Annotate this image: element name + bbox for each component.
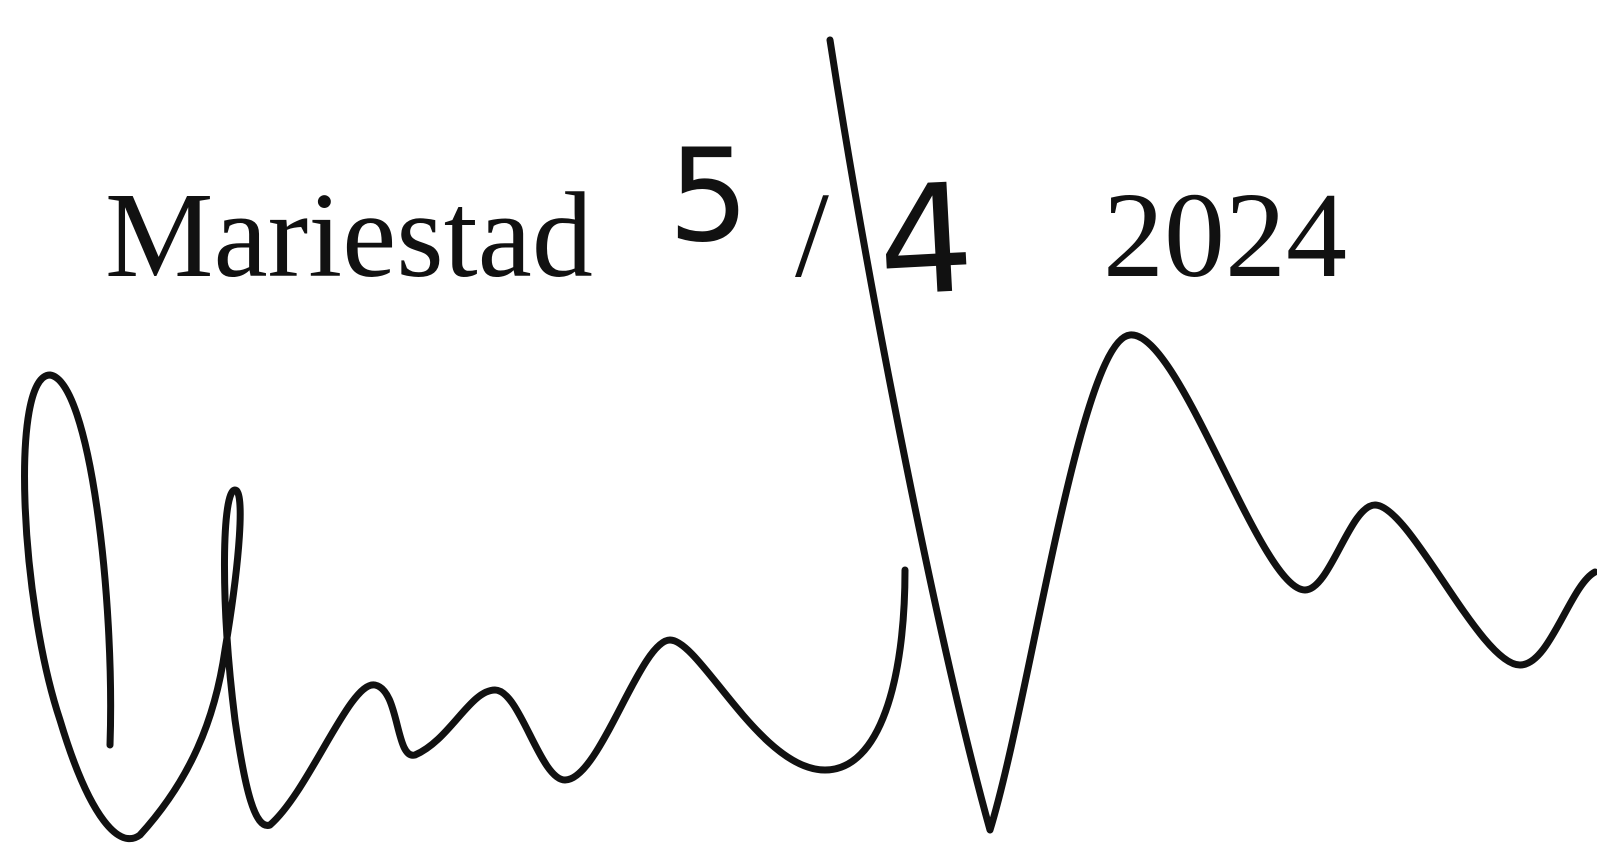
date-month: 4 <box>874 152 978 331</box>
place: Mariestad <box>105 168 593 303</box>
date-year: 2024 <box>1103 168 1347 303</box>
page: {"place": "Mariestad", "date": {"day": "… <box>0 0 1597 860</box>
signed-document: Mariestad 5 / 4 2024 <box>0 0 1597 860</box>
date-day: 5 <box>668 122 749 271</box>
date-separator: / <box>795 168 829 303</box>
signature <box>25 375 905 839</box>
